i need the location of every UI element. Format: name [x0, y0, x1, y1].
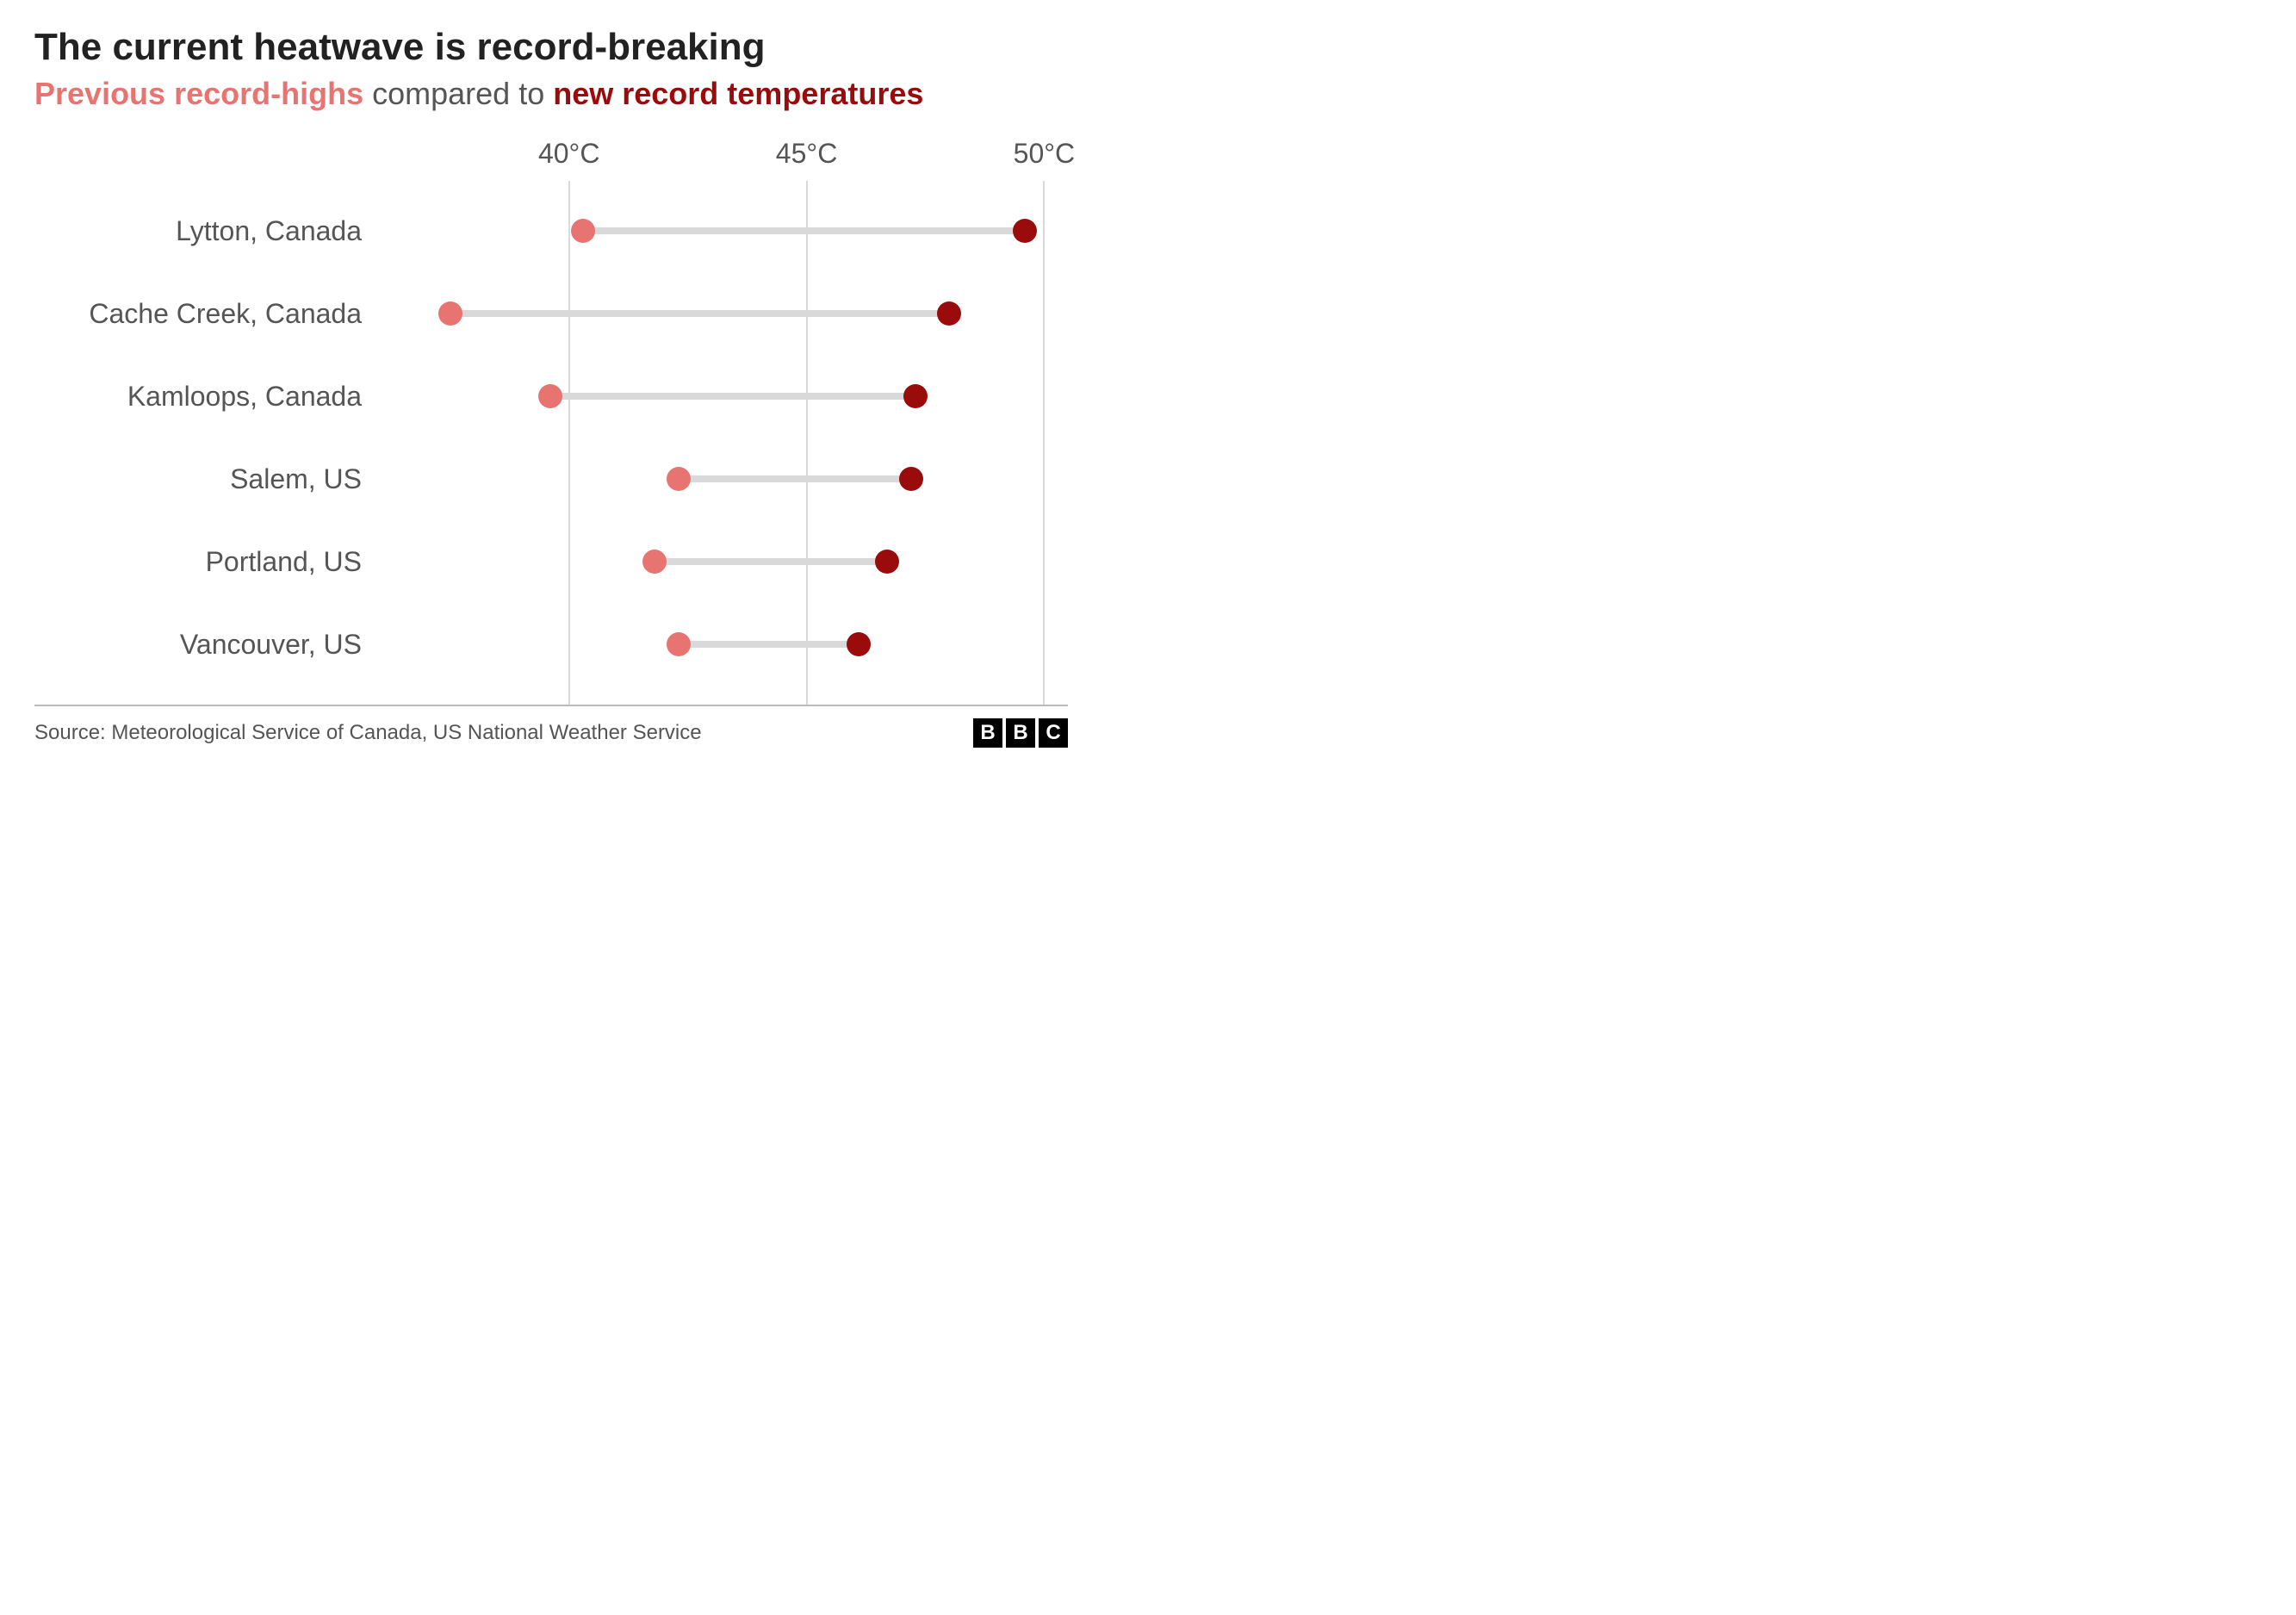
row-track — [379, 438, 1068, 520]
row-track — [379, 272, 1068, 355]
dot-previous — [538, 384, 562, 408]
connector — [679, 475, 911, 482]
axis-tick-label: 40°C — [538, 138, 600, 170]
dot-new — [899, 467, 923, 491]
connector — [450, 310, 949, 317]
gridline — [1043, 181, 1045, 705]
row-label: Kamloops, Canada — [34, 381, 379, 413]
source-text: Source: Meteorological Service of Canada… — [34, 721, 702, 745]
data-row: Vancouver, US — [34, 603, 1068, 686]
dot-new — [937, 301, 961, 326]
dot-previous — [438, 301, 462, 326]
plot-area: 40°C45°C50°C Lytton, CanadaCache Creek, … — [34, 138, 1068, 706]
bbc-logo-block: C — [1039, 718, 1068, 748]
bbc-logo-block: B — [973, 718, 1002, 748]
row-label: Cache Creek, Canada — [34, 298, 379, 330]
subtitle-middle: compared to — [363, 76, 553, 111]
data-row: Lytton, Canada — [34, 189, 1068, 272]
x-axis: 40°C45°C50°C — [34, 138, 1068, 181]
data-row: Portland, US — [34, 520, 1068, 603]
chart-title: The current heatwave is record-breaking — [34, 26, 1068, 69]
row-label: Vancouver, US — [34, 629, 379, 661]
row-track — [379, 603, 1068, 686]
axis-tick-label: 50°C — [1014, 138, 1076, 170]
dot-previous — [642, 550, 667, 574]
row-track — [379, 520, 1068, 603]
connector — [655, 558, 887, 565]
row-track — [379, 355, 1068, 438]
footer: Source: Meteorological Service of Canada… — [34, 718, 1068, 748]
bbc-logo-block: B — [1006, 718, 1035, 748]
dot-new — [1013, 219, 1037, 243]
bbc-logo: BBC — [973, 718, 1068, 748]
dot-previous — [667, 632, 691, 656]
dot-new — [847, 632, 871, 656]
subtitle-new: new record temperatures — [553, 76, 923, 111]
dot-previous — [571, 219, 595, 243]
chart-container: The current heatwave is record-breaking … — [0, 0, 1102, 765]
chart-subtitle: Previous record-highs compared to new re… — [34, 76, 1068, 112]
row-label: Portland, US — [34, 546, 379, 578]
subtitle-previous: Previous record-highs — [34, 76, 363, 111]
row-track — [379, 189, 1068, 272]
row-label: Salem, US — [34, 463, 379, 495]
gridline — [806, 181, 808, 705]
data-row: Salem, US — [34, 438, 1068, 520]
dot-new — [875, 550, 899, 574]
gridline — [568, 181, 570, 705]
data-row: Kamloops, Canada — [34, 355, 1068, 438]
data-row: Cache Creek, Canada — [34, 272, 1068, 355]
dot-new — [903, 384, 928, 408]
axis-tick-label: 45°C — [776, 138, 838, 170]
rows-container: Lytton, Canada Cache Creek, Canada Kamloop… — [34, 138, 1068, 686]
connector — [679, 641, 859, 648]
connector — [550, 393, 916, 400]
row-label: Lytton, Canada — [34, 215, 379, 247]
connector — [583, 227, 1025, 234]
dot-previous — [667, 467, 691, 491]
